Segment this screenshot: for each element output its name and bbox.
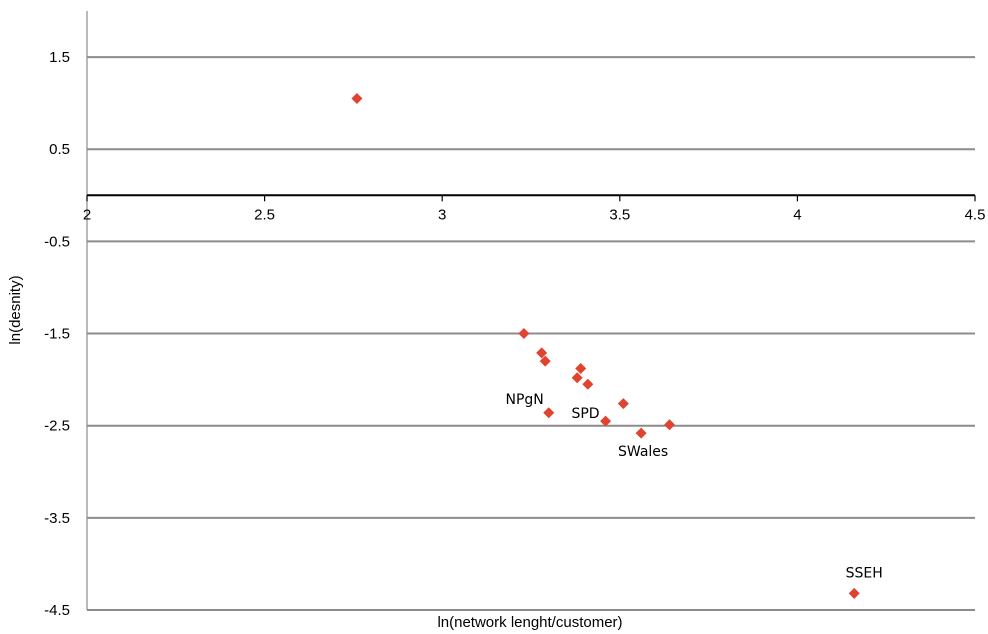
data-point [539,355,551,367]
x-tick-label: 4.5 [965,206,986,223]
data-point [536,347,548,359]
y-tick-label: -2.5 [44,418,70,435]
y-tick-label: -3.5 [44,510,70,527]
x-tick-label: 4 [793,206,801,223]
x-tick-label: 2 [83,206,91,223]
y-tick-label: -4.5 [44,602,70,619]
data-point [848,587,860,599]
y-tick-label: 0.5 [49,141,70,158]
data-point [600,415,612,427]
data-point [518,328,530,340]
data-point [582,378,594,390]
y-axis-title: ln(desnity) [7,275,24,344]
axes [86,11,976,610]
x-tick-label: 3 [438,206,446,223]
data-point [617,398,629,410]
point-annotation: SPD [571,406,599,422]
data-points [351,93,860,599]
data-point [571,372,583,384]
data-point [543,407,555,419]
data-point [575,363,587,375]
data-point [635,427,647,439]
data-point [351,93,363,105]
point-annotation: NPgN [505,392,543,408]
x-tick-label: 3.5 [609,206,630,223]
data-point [664,419,676,431]
x-axis-title: ln(network lenght/customer) [437,614,622,631]
point-annotation: SSEH [846,565,883,581]
y-tick-label: 1.5 [49,49,70,66]
x-tick-label: 2.5 [254,206,275,223]
point-annotation: SWales [618,444,668,460]
y-tick-label: -0.5 [44,233,70,250]
gridlines [87,56,975,611]
tick-labels: 1.5 0.5 -0.5 -1.5 -2.5 -3.5 -4.5 2 2.5 3 3.5 4 4.5 [44,49,985,619]
point-annotations: NPgN SPD SWales SSEH [505,392,882,582]
y-tick-label: -1.5 [44,326,70,343]
